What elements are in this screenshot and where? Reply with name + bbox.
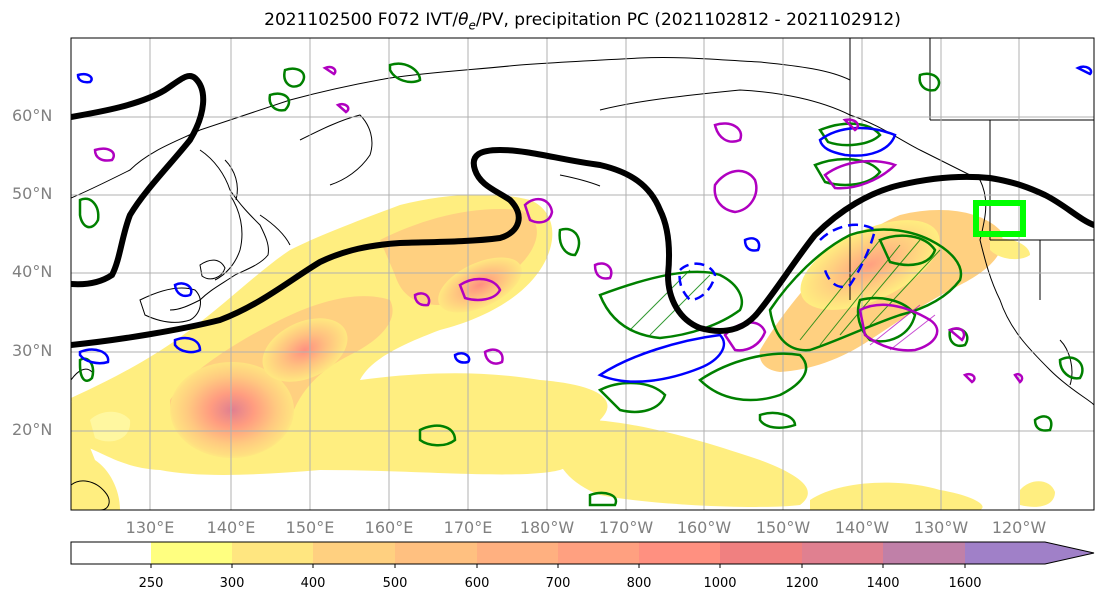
title-theta-sub: e bbox=[468, 18, 476, 33]
map-title: 2021102500 F072 IVT/θe/PV, precipitation… bbox=[0, 10, 1105, 32]
lon-label-140e: 140°E bbox=[206, 518, 256, 537]
lon-label-180w: 180°W bbox=[519, 518, 575, 537]
colorbar-label-500: 500 bbox=[382, 576, 408, 591]
colorbar-label-400: 400 bbox=[300, 576, 326, 591]
precip-pc-hatching bbox=[869, 304, 936, 351]
colorbar-label-800: 800 bbox=[626, 576, 652, 591]
lon-label-170e: 170°E bbox=[443, 518, 493, 537]
pv-contours bbox=[76, 65, 1093, 383]
colorbar-label-300: 300 bbox=[219, 576, 245, 591]
lon-label-150w: 150°W bbox=[755, 518, 811, 537]
lon-label-160e: 160°E bbox=[364, 518, 414, 537]
lat-label-20n: 20°N bbox=[12, 420, 53, 439]
lat-label-50n: 50°N bbox=[12, 184, 53, 203]
colorbar-label-1400: 1400 bbox=[866, 576, 900, 591]
colorbar-label-250: 250 bbox=[138, 576, 164, 591]
title-theta: θ bbox=[458, 10, 469, 30]
coastlines bbox=[71, 38, 1094, 510]
grid-lines bbox=[71, 38, 1094, 510]
lon-label-140w: 140°W bbox=[834, 518, 890, 537]
lat-label-40n: 40°N bbox=[12, 262, 53, 281]
lon-label-130e: 130°E bbox=[125, 518, 175, 537]
colorbar-label-1600: 1600 bbox=[948, 576, 982, 591]
lon-label-160w: 160°W bbox=[676, 518, 732, 537]
title-suffix: /PV, precipitation PC (2021102812 - 2021… bbox=[475, 10, 901, 30]
colorbar bbox=[70, 541, 1095, 568]
lon-label-150e: 150°E bbox=[285, 518, 335, 537]
lat-label-30n: 30°N bbox=[12, 341, 53, 360]
ivt-shading bbox=[71, 194, 1055, 510]
lon-label-120w: 120°W bbox=[991, 518, 1047, 537]
title-prefix: 2021102500 F072 IVT/ bbox=[264, 10, 459, 30]
colorbar-label-1200: 1200 bbox=[785, 576, 819, 591]
lon-label-170w: 170°W bbox=[598, 518, 654, 537]
lat-label-60n: 60°N bbox=[12, 106, 53, 125]
colorbar-label-600: 600 bbox=[464, 576, 490, 591]
plot-border bbox=[70, 37, 1095, 511]
jet-contour bbox=[71, 72, 1094, 348]
colorbar-label-1000: 1000 bbox=[703, 576, 737, 591]
colorbar-label-700: 700 bbox=[545, 576, 571, 591]
theta-e-contours bbox=[78, 62, 1084, 507]
lon-label-130w: 130°W bbox=[913, 518, 969, 537]
target-box bbox=[973, 200, 1026, 237]
